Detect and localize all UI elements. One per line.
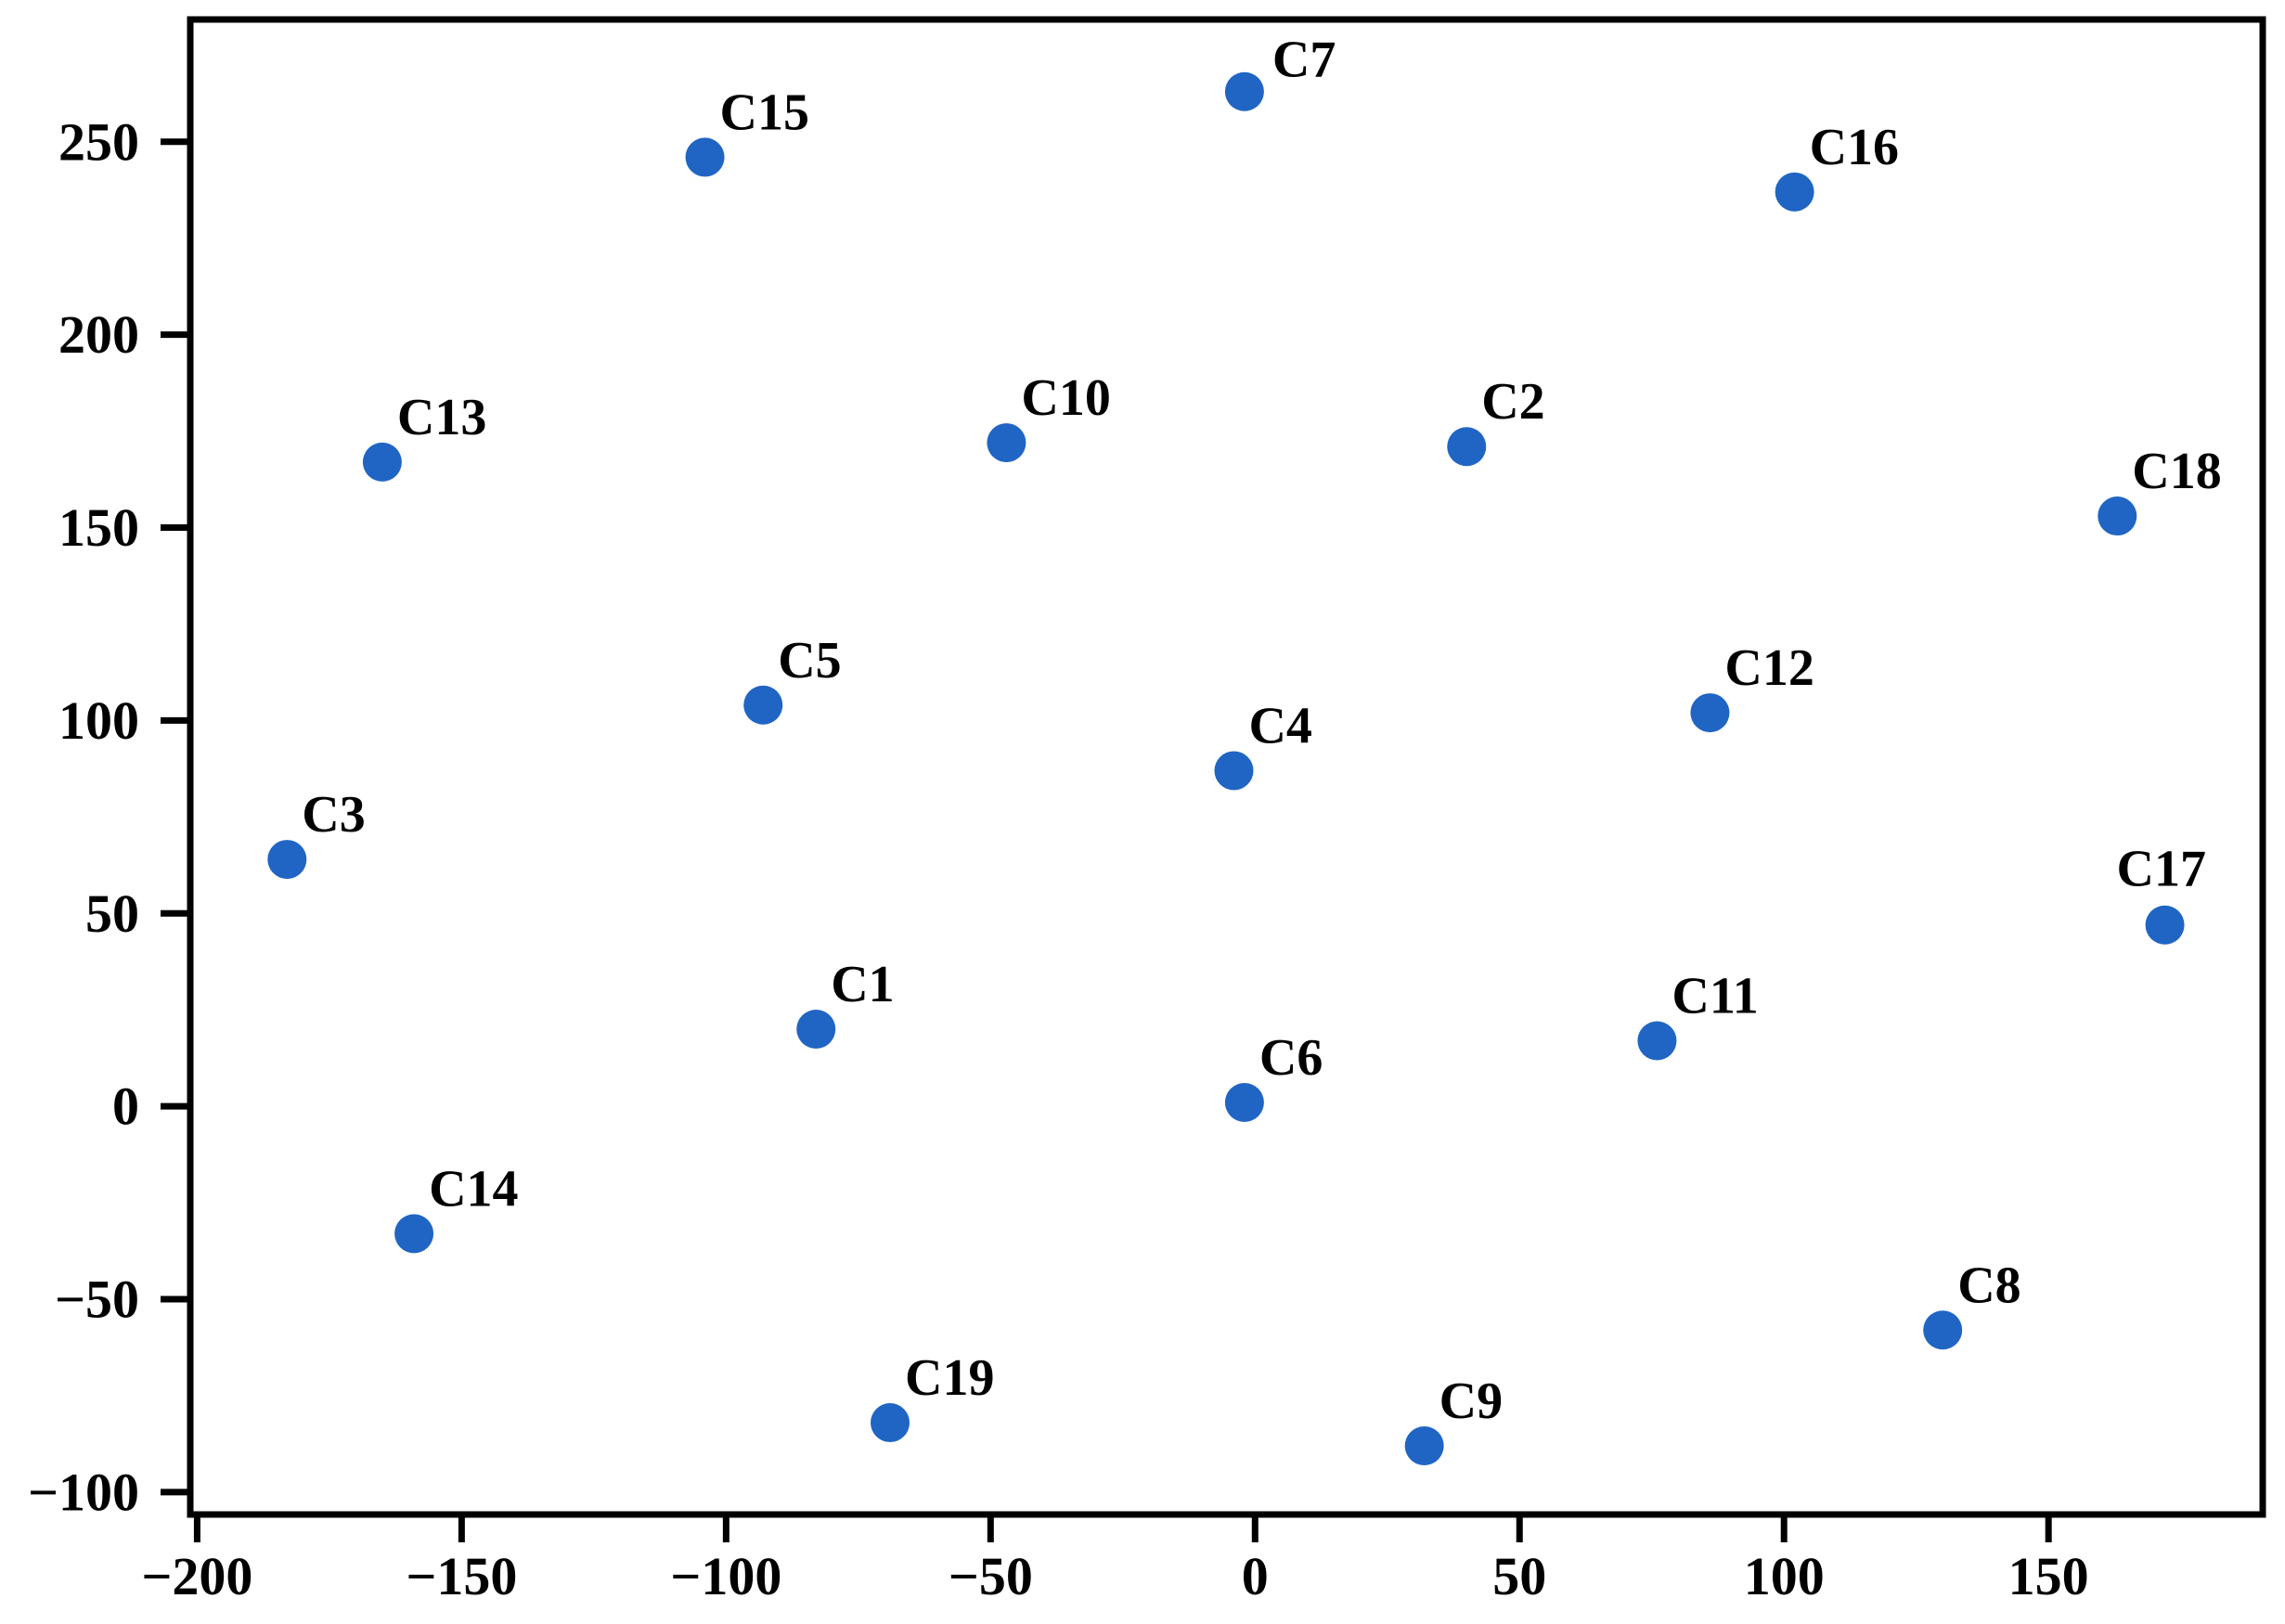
x-tick-label: 150 [2008, 1546, 2089, 1606]
point-label-C9: C9 [1439, 1373, 1503, 1430]
point-label-C6: C6 [1259, 1029, 1323, 1087]
y-tick-label: 0 [112, 1076, 139, 1137]
point-C2 [1447, 427, 1487, 467]
plot-border-spines [187, 16, 2266, 1518]
point-label-C12: C12 [1724, 639, 1814, 697]
point-label-C3: C3 [302, 786, 365, 844]
point-C5 [743, 685, 783, 725]
point-C7 [1224, 71, 1264, 111]
y-tick-label: −100 [28, 1462, 139, 1522]
point-C3 [267, 840, 307, 880]
x-tick-label: −50 [949, 1546, 1033, 1606]
point-C13 [362, 442, 402, 482]
point-C14 [394, 1214, 434, 1254]
y-tick-label: 50 [85, 883, 139, 944]
point-label-C10: C10 [1021, 369, 1110, 427]
y-tick-label: −50 [55, 1270, 139, 1330]
point-C17 [2145, 905, 2185, 945]
point-C11 [1637, 1021, 1677, 1061]
point-C15 [685, 137, 725, 177]
y-tick-label: 200 [58, 304, 139, 365]
x-tick-label: 50 [1492, 1546, 1546, 1606]
point-label-C19: C19 [905, 1349, 994, 1407]
x-tick-label: 100 [1744, 1546, 1825, 1606]
point-label-C14: C14 [429, 1160, 518, 1218]
point-C4 [1214, 751, 1254, 791]
point-label-C17: C17 [2117, 841, 2206, 898]
point-label-C4: C4 [1248, 697, 1311, 754]
x-tick-label: −100 [670, 1546, 781, 1606]
y-tick-label: 150 [58, 497, 139, 558]
point-C6 [1224, 1082, 1264, 1122]
point-label-C5: C5 [778, 632, 841, 690]
point-C10 [987, 423, 1026, 463]
point-label-C13: C13 [397, 389, 486, 446]
point-label-C1: C1 [831, 956, 894, 1013]
point-C19 [871, 1403, 910, 1443]
point-label-C2: C2 [1481, 373, 1544, 431]
point-C8 [1923, 1310, 1963, 1350]
point-C9 [1404, 1425, 1444, 1465]
x-tick-label: −200 [141, 1546, 252, 1606]
x-tick-label: 0 [1242, 1546, 1269, 1606]
point-C18 [2098, 496, 2137, 536]
point-C16 [1775, 172, 1814, 212]
point-C1 [796, 1009, 836, 1049]
point-C12 [1690, 693, 1730, 733]
point-label-C7: C7 [1272, 32, 1336, 89]
point-label-C8: C8 [1957, 1257, 2020, 1314]
point-label-C18: C18 [2132, 443, 2221, 500]
point-label-C11: C11 [1672, 967, 1758, 1025]
x-tick-label: −150 [406, 1546, 517, 1606]
y-tick-label: 100 [58, 690, 139, 751]
y-tick-label: 250 [58, 111, 139, 172]
point-label-C16: C16 [1810, 119, 1899, 176]
point-label-C15: C15 [720, 84, 809, 141]
